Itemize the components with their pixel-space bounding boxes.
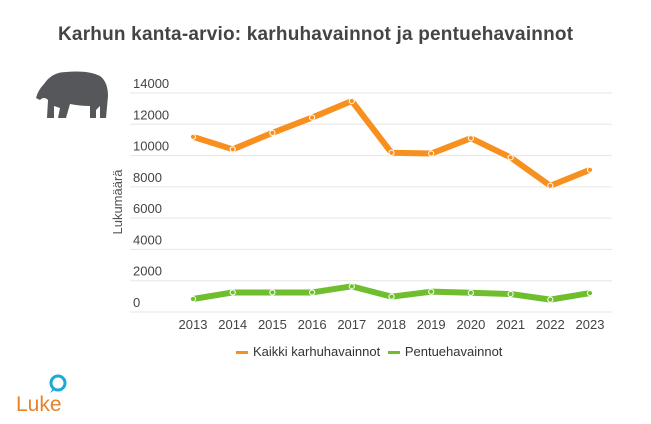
data-point <box>309 289 316 296</box>
data-point <box>428 150 435 157</box>
data-point <box>348 97 355 105</box>
chart-title: Karhun kanta-arvio: karhuhavainnot ja pe… <box>58 24 574 45</box>
legend-label: Pentuehavainnot <box>404 344 503 359</box>
y-tick-label: 12000 <box>133 107 169 122</box>
y-tick-label: 0 <box>133 295 140 310</box>
y-tick-label: 6000 <box>133 201 162 216</box>
y-axis-label: Lukumäärä <box>110 169 125 235</box>
y-tick-label: 2000 <box>133 264 162 279</box>
y-tick-label: 10000 <box>133 139 169 154</box>
x-tick-label: 2021 <box>496 317 525 332</box>
data-point <box>348 283 355 290</box>
luke-logo: Luke <box>14 372 74 421</box>
x-tick-label: 2023 <box>576 317 605 332</box>
y-tick-label: 8000 <box>133 170 162 185</box>
x-tick-label: 2015 <box>258 317 287 332</box>
data-point <box>467 289 474 296</box>
legend-swatch-orange <box>236 351 248 355</box>
legend: Kaikki karhuhavainnot Pentuehavainnot <box>234 344 502 359</box>
series-line-orange <box>192 97 592 189</box>
x-tick-label: 2019 <box>417 317 446 332</box>
x-tick-label: 2018 <box>377 317 406 332</box>
data-point <box>428 288 435 295</box>
data-point <box>229 289 236 296</box>
data-point <box>467 135 474 142</box>
data-point <box>507 290 514 298</box>
x-tick-label: 2013 <box>179 317 208 332</box>
legend-swatch-green <box>387 351 400 355</box>
data-point <box>388 293 395 300</box>
y-tick-label: 4000 <box>133 232 162 247</box>
data-point <box>388 149 395 156</box>
x-tick-label: 2014 <box>218 317 247 332</box>
x-tick-label: 2016 <box>298 317 327 332</box>
data-point <box>547 296 554 303</box>
data-point <box>189 133 197 140</box>
y-tick-label: 14000 <box>133 76 169 91</box>
data-point <box>229 146 236 153</box>
x-tick-label: 2020 <box>456 317 485 332</box>
x-tick-label: 2017 <box>337 317 366 332</box>
data-point <box>309 114 316 121</box>
data-point <box>189 295 197 303</box>
data-point <box>586 289 594 297</box>
data-point <box>269 129 276 136</box>
data-point <box>586 166 594 173</box>
data-point <box>269 289 276 296</box>
data-point <box>507 154 514 161</box>
x-tick-label: 2022 <box>536 317 565 332</box>
logo-text: Luke <box>16 393 62 416</box>
legend-label: Kaikki karhuhavainnot <box>253 344 381 359</box>
data-point <box>547 182 554 189</box>
bear-icon <box>36 71 108 118</box>
